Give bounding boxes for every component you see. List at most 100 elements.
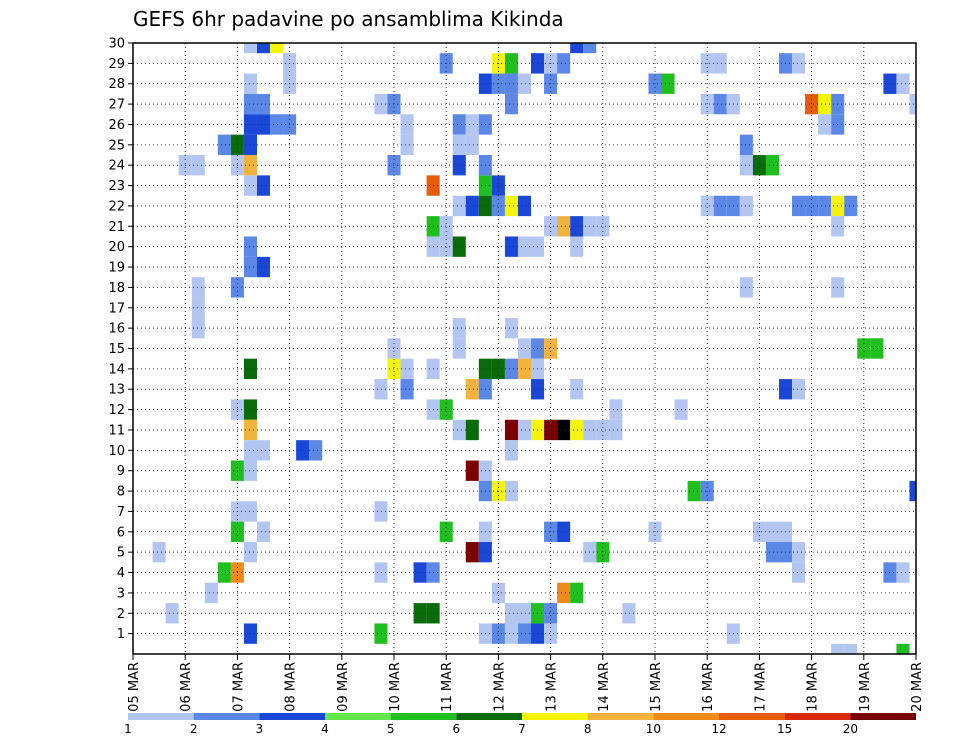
heatmap-cell bbox=[256, 43, 271, 54]
heatmap-cell bbox=[504, 623, 518, 644]
heatmap-cell bbox=[557, 419, 571, 441]
heatmap-cell bbox=[557, 582, 571, 604]
heatmap-cell bbox=[517, 195, 532, 217]
heatmap-cell bbox=[165, 603, 179, 624]
colorbar-swatch bbox=[128, 713, 194, 720]
colorbar: 1 2 3 4 5 6 7 8 10 12 15 20 bbox=[124, 713, 916, 736]
heatmap-cell bbox=[452, 317, 466, 339]
x-tick-label: 16 MAR bbox=[701, 662, 716, 712]
heatmap-cell bbox=[792, 53, 806, 74]
y-tick-label: 19 bbox=[108, 261, 125, 276]
heatmap-cell bbox=[596, 419, 610, 441]
heatmap-cell bbox=[544, 603, 558, 624]
heatmap-cell bbox=[243, 399, 257, 420]
heatmap-cell bbox=[765, 155, 779, 176]
heatmap-cell bbox=[700, 195, 714, 217]
colorbar-label: 8 bbox=[584, 722, 592, 736]
y-tick-label: 27 bbox=[108, 98, 125, 113]
heatmap-cell bbox=[792, 379, 806, 400]
colorbar-swatch bbox=[850, 713, 916, 720]
heatmap-cell bbox=[452, 155, 466, 176]
heatmap-cell bbox=[844, 643, 858, 654]
heatmap-cell bbox=[465, 419, 479, 441]
heatmap-cell bbox=[765, 521, 779, 542]
y-tick-label: 17 bbox=[108, 301, 125, 316]
heatmap-cell bbox=[818, 114, 832, 135]
heatmap-cell bbox=[713, 53, 727, 74]
y-tick-label: 14 bbox=[108, 362, 125, 377]
heatmap-cell bbox=[544, 623, 558, 644]
heatmap-cell bbox=[700, 93, 714, 115]
heatmap-cell bbox=[517, 73, 532, 94]
heatmap-cell bbox=[243, 541, 257, 563]
y-tick-label: 7 bbox=[117, 505, 125, 520]
heatmap-cell bbox=[296, 440, 310, 461]
heatmap-cell bbox=[504, 73, 518, 94]
heatmap-cell bbox=[191, 317, 205, 339]
heatmap-cell bbox=[517, 338, 532, 359]
heatmap-cell bbox=[857, 338, 871, 359]
heatmap-cell bbox=[243, 256, 257, 278]
heatmap-cell bbox=[792, 195, 806, 217]
y-tick-label: 6 bbox=[117, 525, 125, 540]
heatmap-cell bbox=[896, 643, 910, 654]
heatmap-cell bbox=[243, 460, 257, 481]
heatmap-cell bbox=[400, 114, 414, 135]
heatmap-cell bbox=[243, 440, 257, 461]
y-tick-label: 15 bbox=[108, 342, 125, 357]
y-tick-label: 4 bbox=[117, 566, 125, 581]
heatmap-cell bbox=[896, 562, 910, 583]
heatmap-cell bbox=[439, 216, 453, 237]
heatmap-cell bbox=[570, 216, 584, 237]
colorbar-label: 12 bbox=[711, 722, 726, 736]
heatmap-cell bbox=[243, 236, 257, 257]
y-tick-label: 21 bbox=[108, 220, 125, 235]
heatmap-cell bbox=[374, 501, 388, 522]
heatmap-cell bbox=[491, 582, 505, 604]
heatmap-cell bbox=[739, 155, 753, 176]
x-tick-label: 19 MAR bbox=[858, 662, 873, 712]
heatmap-cell bbox=[217, 134, 231, 156]
heatmap-cell bbox=[491, 175, 505, 196]
x-axis: 05 MAR 06 MAR 07 MAR 08 MAR 09 MAR 10 MAR 11 M… bbox=[127, 654, 925, 712]
heatmap-cell bbox=[191, 277, 205, 298]
heatmap-cell bbox=[439, 399, 453, 420]
colorbar-label: 10 bbox=[646, 722, 661, 736]
heatmap-cells bbox=[152, 43, 916, 654]
heatmap-cell bbox=[752, 155, 766, 176]
heatmap-cell bbox=[465, 460, 479, 481]
y-tick-label: 12 bbox=[108, 403, 125, 418]
heatmap-cell bbox=[517, 623, 532, 644]
heatmap-cell bbox=[256, 114, 271, 135]
heatmap-cell bbox=[504, 419, 518, 441]
heatmap-cell bbox=[661, 73, 675, 94]
x-tick-label: 09 MAR bbox=[336, 662, 351, 712]
heatmap-cell bbox=[243, 358, 257, 380]
heatmap-cell bbox=[439, 236, 453, 257]
y-tick-label: 5 bbox=[117, 546, 125, 561]
colorbar-swatch bbox=[784, 713, 851, 720]
colorbar-swatch bbox=[587, 713, 654, 720]
heatmap-cell bbox=[152, 541, 166, 563]
y-tick-label: 16 bbox=[108, 322, 125, 337]
heatmap-cell bbox=[243, 155, 257, 176]
x-tick-label: 15 MAR bbox=[649, 662, 664, 712]
colorbar-swatch bbox=[390, 713, 457, 720]
colorbar-swatch bbox=[456, 713, 522, 720]
y-tick-label: 10 bbox=[108, 444, 125, 459]
heatmap-cell bbox=[400, 134, 414, 156]
heatmap-cell bbox=[896, 73, 910, 94]
heatmap-cell bbox=[792, 562, 806, 583]
heatmap-cell bbox=[504, 195, 518, 217]
heatmap-cell bbox=[256, 93, 271, 115]
heatmap-cell bbox=[374, 93, 388, 115]
y-tick-label: 18 bbox=[108, 281, 125, 296]
heatmap-cell bbox=[400, 379, 414, 400]
heatmap-cell bbox=[243, 623, 257, 644]
y-tick-label: 25 bbox=[108, 138, 125, 153]
colorbar-label: 3 bbox=[256, 722, 264, 736]
x-tick-label: 06 MAR bbox=[179, 662, 194, 712]
colorbar-label: 1 bbox=[124, 722, 132, 736]
heatmap-cell bbox=[256, 440, 271, 461]
heatmap-cell bbox=[504, 440, 518, 461]
